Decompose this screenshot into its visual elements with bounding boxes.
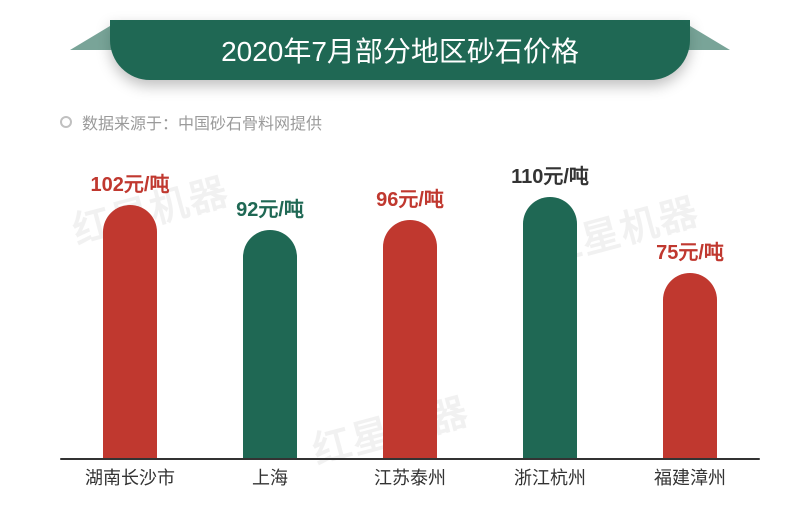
bar-value-label: 110元/吨 [511,160,589,189]
x-labels: 湖南长沙市上海江苏泰州浙江杭州福建漳州 [60,462,760,490]
chart-area: 102元/吨 92元/吨 96元/吨 110元/吨 75元/吨 湖南长沙市上海江苏泰州浙… [60,160,760,490]
bars-group: 102元/吨 92元/吨 96元/吨 110元/吨 75元/吨 [60,160,760,460]
header: 2020年7月部分地区砂石价格 [0,0,800,90]
bar [663,273,717,461]
bar-value-label: 96元/吨 [376,183,444,212]
bar-wrap: 102元/吨 [60,160,200,460]
x-axis-label: 上海 [200,464,340,490]
x-axis [60,458,760,460]
source-text: 中国砂石骨料网提供 [178,110,322,134]
chart-title: 2020年7月部分地区砂石价格 [221,30,579,70]
bar-wrap: 92元/吨 [200,160,340,460]
bar-value-label: 75元/吨 [656,236,724,265]
bullet-icon [60,116,72,128]
data-source: 数据来源于： 中国砂石骨料网提供 [60,110,322,134]
chart-container: 红星机器 红星机器 红星机器 2020年7月部分地区砂石价格 数据来源于： 中国… [0,0,800,530]
bar-wrap: 75元/吨 [620,160,760,460]
bar-wrap: 96元/吨 [340,160,480,460]
bar [103,205,157,460]
title-ribbon: 2020年7月部分地区砂石价格 [110,20,690,80]
bar-wrap: 110元/吨 [480,160,620,460]
bar-value-label: 102元/吨 [91,168,170,197]
bar [383,220,437,460]
x-axis-label: 湖南长沙市 [60,464,200,490]
source-prefix: 数据来源于： [82,110,178,134]
bar-value-label: 92元/吨 [236,193,304,222]
x-axis-label: 江苏泰州 [340,464,480,490]
x-axis-label: 福建漳州 [620,464,760,490]
x-axis-label: 浙江杭州 [480,464,620,490]
bar [243,230,297,460]
bar [523,197,577,460]
